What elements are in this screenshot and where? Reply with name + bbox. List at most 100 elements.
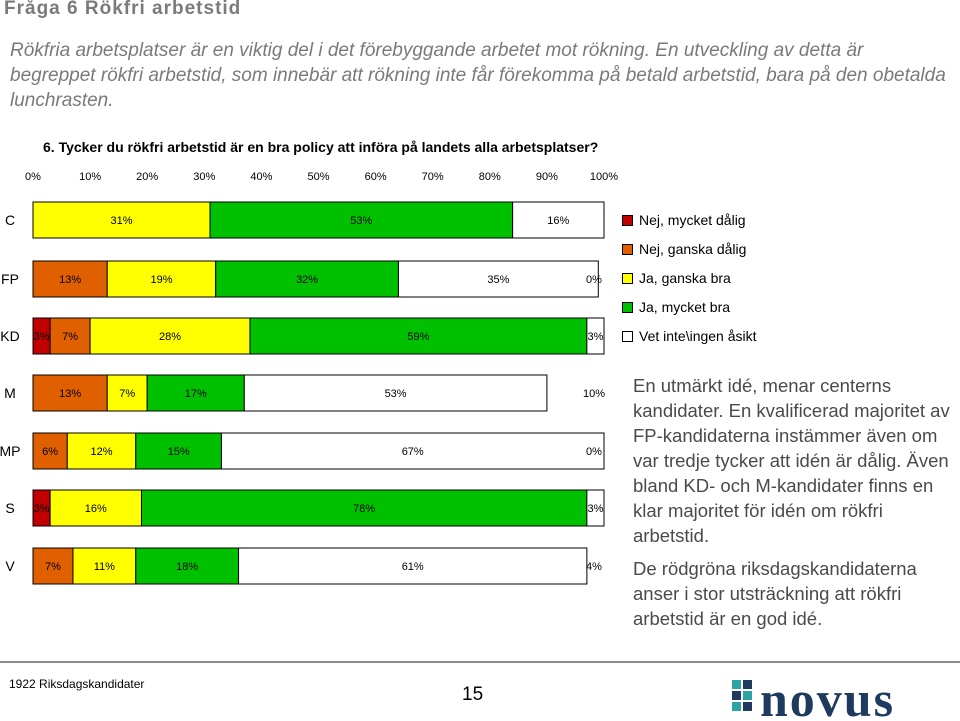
bar-segment [397, 260, 599, 298]
stacked-bar-chart: 0% 10% 20% 30% 40% 50% 60% 70% 80% 90% 100% C FP KD M M… [0, 171, 618, 585]
category-label: KD [0, 328, 19, 344]
legend-item-vet-inte: Vet inte\ingen åsikt [622, 328, 922, 348]
bar-segment [32, 201, 211, 239]
legend-swatch [622, 273, 633, 284]
x-tick-label: 40% [250, 171, 272, 183]
category-label: C [5, 212, 15, 228]
legend-swatch [622, 244, 633, 255]
bar-segment [209, 201, 514, 239]
bar-value-label: 4% [586, 561, 602, 573]
logo-square [732, 702, 741, 711]
bar-value-label: 16% [85, 503, 107, 515]
bar-value-label: 7% [119, 388, 135, 400]
x-tick-label: 100% [590, 171, 618, 183]
bar-value-label: 15% [168, 446, 190, 458]
legend-swatch [622, 302, 633, 313]
bar-value-label: 10% [583, 388, 605, 400]
x-tick-label: 80% [479, 171, 501, 183]
bar-segment [249, 317, 588, 355]
legend-swatch [622, 215, 633, 226]
bar-segment [135, 432, 222, 470]
footer-source: 1922 Riksdagskandidater [9, 677, 145, 691]
logo-square [743, 691, 752, 700]
bar-segment [586, 317, 605, 355]
bar-value-label: 61% [402, 561, 424, 573]
novus-logo: novus [732, 676, 895, 720]
bar-segment [243, 374, 548, 412]
bar-segment [140, 489, 588, 527]
legend-item-nej-mycket-dalig: Nej, mycket dålig [622, 212, 922, 232]
bar-value-label: 7% [62, 331, 78, 343]
intro-text: Rökfria arbetsplatser är en viktig del i… [10, 40, 946, 111]
category-label: M [4, 385, 16, 401]
legend-item-nej-ganska-dalig: Nej, ganska dålig [622, 241, 922, 261]
bar-value-label: 78% [353, 503, 375, 515]
x-tick-label: 0% [25, 171, 41, 183]
bar-value-label: 19% [150, 274, 172, 286]
bar-segment [512, 201, 605, 239]
question-text: 6. Tycker du rökfri arbetstid är en bra … [43, 139, 599, 155]
bar-segment [135, 547, 240, 585]
bar-segment [220, 432, 605, 470]
logo-square [743, 680, 752, 689]
bar-segment [32, 432, 68, 470]
bar-value-label: 16% [547, 215, 569, 227]
logo-square [743, 702, 752, 711]
legend-swatch [622, 331, 633, 342]
bar-segment [66, 432, 137, 470]
bar-segment [32, 374, 108, 412]
bar-value-label: 35% [487, 274, 509, 286]
x-tick-label: 90% [536, 171, 558, 183]
legend-label: Vet inte\ingen åsikt [639, 328, 757, 344]
bar-segment [215, 260, 399, 298]
bar-segment [146, 374, 245, 412]
x-tick-label: 60% [365, 171, 387, 183]
bar-segment [32, 547, 74, 585]
comment-paragraph-2: De rödgröna riksdagskandidaterna anser i… [633, 558, 917, 629]
bar-value-label: 12% [91, 446, 113, 458]
x-tick-label: 50% [307, 171, 329, 183]
category-label: S [5, 500, 14, 516]
bar-value-label: 7% [45, 561, 61, 573]
category-label: V [5, 558, 15, 574]
bar-segment [238, 547, 588, 585]
bar-value-label: 13% [59, 274, 81, 286]
legend-label: Nej, ganska dålig [639, 241, 747, 257]
x-tick-label: 30% [193, 171, 215, 183]
bar-value-label: 18% [176, 561, 198, 573]
bar-value-label: 59% [407, 331, 429, 343]
legend-label: Ja, ganska bra [639, 270, 731, 286]
bar-value-label: 6% [42, 446, 58, 458]
page-heading: Fråga 6 Rökfri arbetstid [4, 0, 242, 19]
comment-paragraph-1: En utmärkt idé, menar centerns kandidate… [633, 375, 950, 546]
bar-segment [49, 489, 142, 527]
bar-value-label: 13% [59, 388, 81, 400]
bar-segment [89, 317, 251, 355]
bar-value-label: 53% [350, 215, 372, 227]
bar-segment [106, 374, 148, 412]
bar-value-label: 28% [159, 331, 181, 343]
logo-wordmark: novus [760, 676, 895, 720]
bar-value-label: 0% [586, 274, 602, 286]
bar-segment [49, 317, 91, 355]
bar-segment [586, 489, 605, 527]
x-tick-label: 10% [79, 171, 101, 183]
category-label: MP [0, 443, 21, 459]
bar-value-label: 67% [402, 446, 424, 458]
bar-value-label: 3% [34, 503, 50, 515]
bar-value-label: 3% [34, 331, 50, 343]
category-label: FP [1, 271, 19, 287]
bar-value-label: 11% [94, 561, 115, 573]
bar-value-label: 53% [385, 388, 407, 400]
legend-item-ja-ganska-bra: Ja, ganska bra [622, 270, 922, 290]
bar-value-label: 17% [185, 388, 207, 400]
bar-value-label: 3% [587, 331, 603, 343]
bar-segment [32, 260, 108, 298]
bar-value-label: 32% [296, 274, 318, 286]
x-tick-label: 70% [422, 171, 444, 183]
bar-value-label: 0% [586, 446, 602, 458]
bar-value-label: 31% [110, 215, 132, 227]
logo-square [732, 680, 741, 689]
logo-square [732, 691, 741, 700]
footer-divider [0, 661, 960, 663]
